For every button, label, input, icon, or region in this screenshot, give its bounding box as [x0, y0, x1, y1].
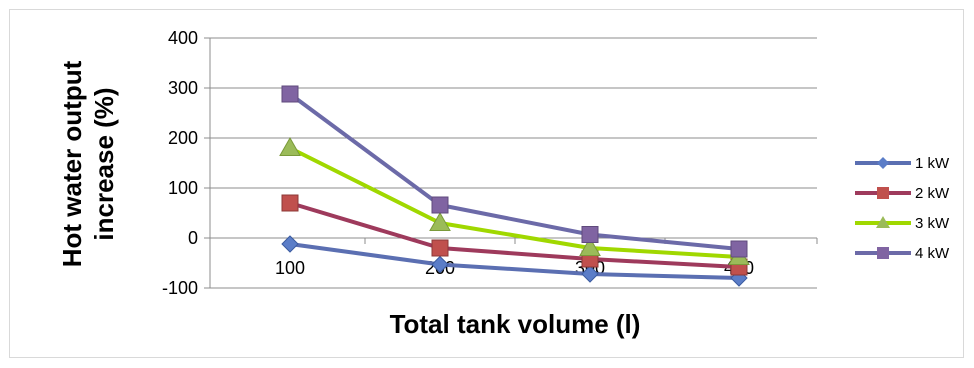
data-point: [579, 236, 601, 256]
data-point: [431, 239, 449, 257]
data-point: [429, 211, 451, 231]
legend-marker: [876, 216, 890, 228]
data-point: [281, 194, 299, 212]
y-tick-labels: -100 0 100 200 300 400: [162, 28, 198, 298]
x-axis-title: Total tank volume (l): [390, 309, 641, 339]
legend-label: 2 kW: [915, 185, 950, 202]
data-point: [581, 265, 599, 283]
legend-item: 1 kW: [855, 155, 950, 172]
legend-label: 1 kW: [915, 155, 950, 172]
legend: 1 kW 2 kW 3 kW 4 kW: [855, 155, 950, 262]
legend-item: 2 kW: [855, 185, 950, 202]
series-3-kw: [279, 136, 750, 265]
legend-label: 4 kW: [915, 245, 950, 262]
legend-marker: [877, 157, 889, 169]
series-line: [289, 146, 740, 259]
data-point: [431, 196, 449, 214]
series-line: [289, 242, 740, 280]
data-point: [281, 85, 299, 103]
series-2-kw: [281, 194, 748, 276]
y-tick-label: 300: [168, 78, 198, 98]
y-tick-label: 400: [168, 28, 198, 48]
legend-marker: [877, 247, 889, 259]
legend-label: 3 kW: [915, 215, 950, 232]
series-4-kw: [281, 85, 748, 258]
y-tick-label: 0: [188, 228, 198, 248]
gridlines: [204, 37, 818, 289]
chart-frame: [9, 9, 964, 358]
data-point: [431, 255, 449, 274]
y-tick-label: 200: [168, 128, 198, 148]
y-axis-title-line-2: increase (%): [89, 87, 119, 240]
series-lines: [279, 85, 750, 287]
legend-item: 4 kW: [855, 245, 950, 262]
y-tick-label: -100: [162, 278, 198, 298]
data-point: [279, 136, 301, 156]
data-point: [281, 235, 299, 253]
series-line: [288, 92, 740, 251]
y-axis-title-line-1: Hot water output: [57, 60, 87, 267]
y-tick-label: 100: [168, 178, 198, 198]
legend-item: 3 kW: [855, 215, 950, 232]
legend-marker: [877, 187, 889, 199]
series-line: [289, 201, 740, 269]
data-point: [581, 226, 599, 243]
x-tick-label: 100: [275, 258, 305, 278]
data-point: [730, 240, 748, 258]
